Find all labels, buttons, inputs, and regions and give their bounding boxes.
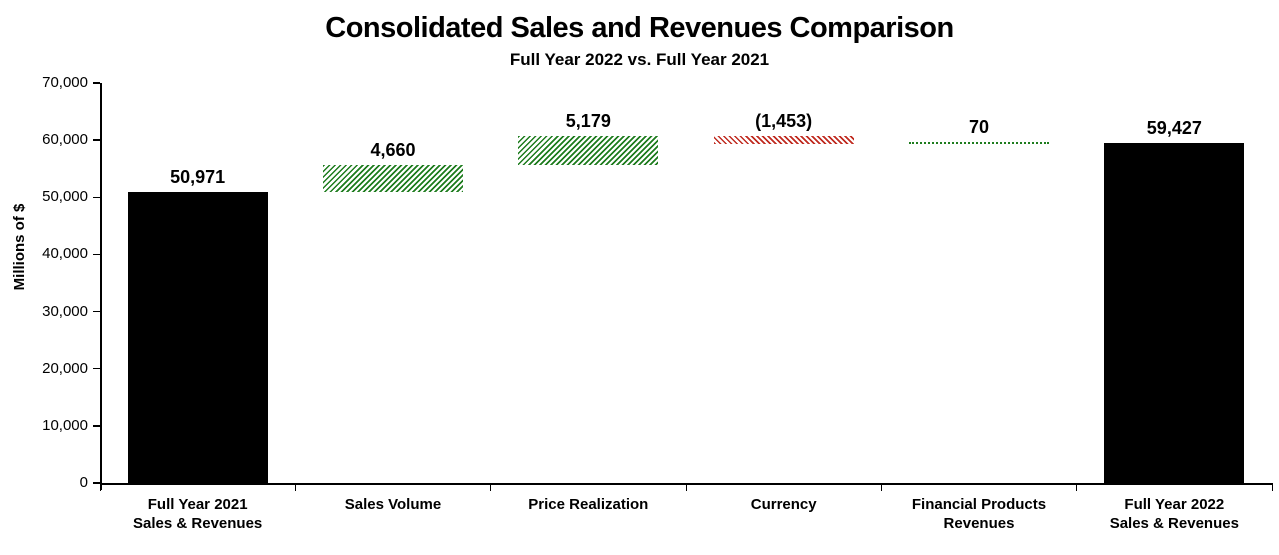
category-label-line: Full Year 2021 — [147, 496, 248, 513]
y-tick-mark — [93, 82, 100, 84]
category-label-line: Full Year 2022 — [1124, 496, 1225, 513]
bar-value-label: 5,179 — [565, 110, 611, 131]
chart-subtitle: Full Year 2022 vs. Full Year 2021 — [509, 50, 770, 69]
x-tick-mark — [880, 483, 882, 491]
category-label-line: Sales & Revenues — [133, 515, 263, 532]
y-tick-label: 40,000 — [42, 245, 88, 263]
y-tick-label: 20,000 — [42, 359, 88, 377]
waterfall-bar-decrease — [713, 135, 854, 144]
y-axis-line — [100, 83, 102, 490]
y-tick-mark — [93, 139, 100, 141]
x-tick-mark — [685, 483, 687, 491]
category-label-line: Financial Products — [911, 496, 1047, 513]
waterfall-bar-increase — [323, 165, 463, 192]
category-label: Full Year 2022 Sales & Revenues — [1077, 495, 1272, 533]
bar-value-label: 59,427 — [1146, 118, 1202, 139]
y-tick-label: 60,000 — [42, 131, 88, 149]
y-tick-label: 70,000 — [42, 74, 88, 91]
bar-value-label: (1,453) — [755, 110, 813, 131]
category-label: Financial Products Revenues — [881, 495, 1076, 533]
x-tick-mark — [99, 483, 101, 491]
y-tick-label: 0 — [79, 474, 88, 491]
category-label: Currency — [686, 495, 881, 514]
waterfall-bar-total — [1104, 143, 1245, 483]
category-label: Sales Volume — [295, 495, 490, 514]
x-tick-mark — [1076, 483, 1078, 491]
category-label-line: Price Realization — [528, 496, 649, 513]
category-label: Price Realization — [491, 495, 686, 514]
y-tick-mark — [93, 482, 100, 484]
category-label-line: Sales Volume — [344, 496, 442, 513]
x-tick-mark — [294, 483, 296, 491]
bar-value-label: 50,971 — [170, 166, 226, 187]
category-label-line: Sales & Revenues — [1109, 515, 1239, 532]
waterfall-bar-total — [127, 191, 268, 483]
y-tick-mark — [93, 367, 100, 370]
x-tick-mark — [1271, 483, 1273, 491]
y-tick-mark — [93, 196, 100, 199]
y-tick-mark — [93, 253, 100, 256]
waterfall-bar-connector — [909, 142, 1049, 145]
bar-value-label: 4,660 — [370, 140, 416, 161]
category-label-line: Revenues — [943, 515, 1015, 532]
category-label: Full Year 2021 Sales & Revenues — [100, 495, 295, 533]
y-tick-mark — [93, 425, 100, 427]
y-tick-mark — [93, 310, 100, 313]
bar-value-label: 70 — [968, 117, 990, 138]
waterfall-bar-increase — [518, 135, 659, 166]
y-tick-label: 10,000 — [42, 416, 88, 434]
x-tick-mark — [490, 483, 492, 491]
chart-title: Consolidated Sales and Revenues Comparis… — [325, 12, 954, 44]
category-label-line: Currency — [750, 496, 817, 513]
y-tick-label: 30,000 — [42, 302, 88, 320]
y-tick-label: 50,000 — [42, 188, 88, 206]
